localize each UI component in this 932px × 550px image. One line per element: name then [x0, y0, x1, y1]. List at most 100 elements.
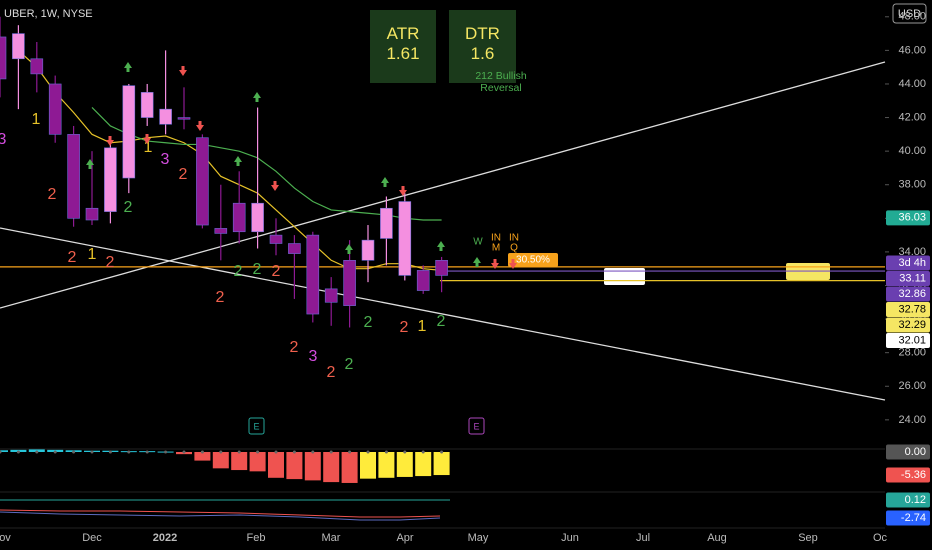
y-tick-label: 28.00	[898, 347, 926, 359]
y-tick-label: 24.00	[898, 414, 926, 426]
momentum-bar	[304, 452, 321, 481]
arrow-down	[509, 259, 517, 269]
x-label: ov	[0, 532, 11, 544]
arrow-up	[437, 241, 445, 251]
price-label: 33.11	[899, 272, 926, 284]
candle-body	[324, 288, 338, 303]
count-label: 2	[272, 263, 281, 280]
zero-dot	[108, 450, 112, 454]
candle-body	[104, 147, 117, 212]
x-label: Mar	[322, 532, 341, 544]
candle-body	[398, 201, 412, 276]
count-label: 3	[309, 348, 318, 365]
zero-dot	[90, 450, 94, 454]
osc-line	[0, 511, 441, 521]
atr-title: ATR	[386, 24, 420, 43]
zero-dot	[348, 450, 352, 454]
osc-label-bg	[886, 510, 930, 526]
arrow-down	[179, 66, 187, 76]
dtr-box: DTR 1.6	[449, 10, 516, 83]
currency: USD	[898, 8, 921, 20]
price-label: 32.78	[898, 303, 926, 315]
x-label: Jul	[636, 532, 650, 544]
candle-body	[214, 228, 228, 234]
arrow-up	[473, 257, 481, 267]
earnings-label: E	[253, 421, 259, 431]
momentum-bar	[194, 452, 211, 461]
arrow-up	[86, 159, 94, 169]
candle-body	[67, 134, 80, 219]
price-label-bg	[886, 317, 930, 333]
price-label: 32.86	[898, 288, 926, 300]
x-label: Apr	[396, 532, 413, 544]
count-label: 3	[0, 131, 7, 148]
x-label: Aug	[707, 532, 727, 544]
zero-dot	[164, 450, 168, 454]
zero-dot	[0, 450, 2, 454]
dtr-value: 1.6	[470, 44, 495, 63]
label-box	[508, 253, 558, 267]
pct-label: 30.50%	[516, 255, 550, 266]
osc-line	[0, 509, 441, 518]
y-tick-label: 46.00	[898, 44, 926, 56]
zero-dot	[384, 450, 388, 454]
momentum-bar	[0, 450, 8, 452]
candle-body	[380, 207, 393, 239]
zero-dot	[329, 450, 333, 454]
candle-body	[435, 260, 448, 276]
osc-label: -2.74	[901, 512, 926, 524]
zero-dot	[292, 450, 296, 454]
momentum-bar	[231, 452, 248, 471]
momentum-label: 0.00	[905, 446, 926, 458]
x-label: 2022	[153, 532, 177, 544]
arrow-up	[234, 156, 242, 166]
count-label: 2	[437, 313, 446, 330]
y-tick-label: 40.00	[898, 145, 926, 157]
price-label-bg	[886, 271, 930, 286]
tf-label: W	[473, 237, 483, 248]
candle-body	[306, 234, 320, 315]
moving-average	[91, 107, 442, 221]
x-label: Sep	[798, 532, 818, 544]
zero-dot	[35, 450, 39, 454]
count-label: 2	[179, 166, 188, 183]
tf-label: IN	[509, 233, 519, 244]
tf-label: Q	[510, 243, 518, 254]
arrow-up	[124, 62, 132, 72]
zero-dot	[16, 450, 20, 454]
momentum-bar	[341, 452, 358, 483]
candle-body	[122, 85, 136, 179]
momentum-label: -5.36	[901, 469, 926, 481]
moving-average	[17, 49, 442, 271]
dtr-title: DTR	[465, 24, 500, 43]
zero-dot	[219, 450, 223, 454]
earnings-marker	[468, 417, 485, 435]
atr-box: ATR 1.61	[370, 10, 436, 83]
count-label: 2	[290, 339, 299, 356]
price-label-bg	[886, 333, 930, 348]
price-label-bg	[886, 286, 930, 302]
x-label: Dec	[82, 532, 102, 544]
count-label: 2	[345, 356, 354, 373]
candle-body	[177, 117, 191, 120]
candle-body	[30, 58, 44, 75]
momentum-bar	[415, 452, 432, 477]
zero-dot	[145, 450, 149, 454]
zero-dot	[421, 450, 425, 454]
arrow-up	[381, 177, 389, 187]
count-label: 1	[144, 139, 153, 156]
x-label: Feb	[247, 532, 266, 544]
zero-dot	[72, 450, 76, 454]
momentum-label-bg	[886, 467, 930, 483]
arrow-up	[253, 92, 261, 102]
candle-body	[196, 137, 209, 226]
candle-body	[416, 270, 430, 291]
candle-body	[269, 234, 283, 244]
reversal-label: 212 Bullish Reversal	[475, 70, 527, 94]
candle-body	[0, 36, 7, 80]
zero-dot	[311, 450, 315, 454]
arrow-down	[491, 259, 499, 269]
osc-label: 0.12	[905, 494, 926, 506]
arrow-down	[196, 121, 204, 131]
